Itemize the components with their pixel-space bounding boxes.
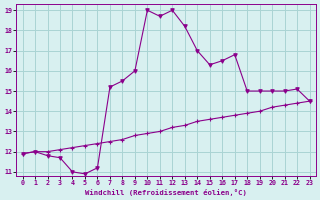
X-axis label: Windchill (Refroidissement éolien,°C): Windchill (Refroidissement éolien,°C) (85, 189, 247, 196)
